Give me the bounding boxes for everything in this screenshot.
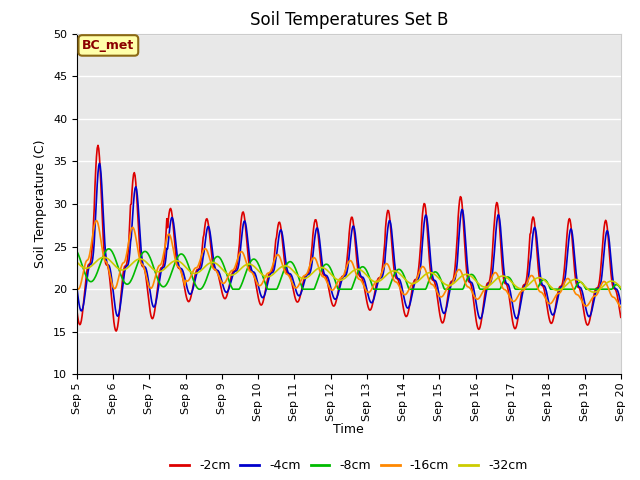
-16cm <box>617 305 625 311</box>
-16cm <box>223 275 231 281</box>
-4cm <box>95 160 103 166</box>
Line: -32cm: -32cm <box>77 257 621 292</box>
-8cm <box>417 286 424 292</box>
-16cm <box>83 258 90 264</box>
Line: -8cm: -8cm <box>77 249 621 289</box>
-4cm <box>476 316 484 322</box>
-4cm <box>83 278 90 284</box>
-2cm <box>94 143 102 148</box>
-32cm <box>589 289 597 295</box>
-8cm <box>105 246 113 252</box>
Line: -2cm: -2cm <box>77 145 621 331</box>
-32cm <box>223 271 231 277</box>
-2cm <box>417 247 424 252</box>
-4cm <box>195 267 202 273</box>
-16cm <box>416 268 424 274</box>
Y-axis label: Soil Temperature (C): Soil Temperature (C) <box>35 140 47 268</box>
X-axis label: Time: Time <box>333 423 364 436</box>
-2cm <box>433 287 440 292</box>
Line: -4cm: -4cm <box>77 163 621 319</box>
-16cm <box>73 284 81 290</box>
Title: Soil Temperatures Set B: Soil Temperatures Set B <box>250 11 448 29</box>
-16cm <box>140 263 147 269</box>
-32cm <box>416 277 424 283</box>
-8cm <box>195 286 202 292</box>
-4cm <box>617 301 625 307</box>
Text: BC_met: BC_met <box>82 39 134 52</box>
-2cm <box>112 328 120 334</box>
-2cm <box>224 288 232 294</box>
-32cm <box>140 257 147 263</box>
-32cm <box>617 285 625 290</box>
-32cm <box>195 269 202 275</box>
-4cm <box>223 289 231 295</box>
-2cm <box>196 265 204 271</box>
-8cm <box>224 276 232 281</box>
-2cm <box>73 306 81 312</box>
-2cm <box>617 314 625 320</box>
-8cm <box>617 286 625 292</box>
-32cm <box>73 259 81 265</box>
-2cm <box>83 270 90 276</box>
-2cm <box>140 265 148 271</box>
-8cm <box>73 248 81 254</box>
Line: -16cm: -16cm <box>77 220 621 308</box>
-8cm <box>83 275 90 280</box>
-4cm <box>416 271 424 277</box>
-32cm <box>100 254 108 260</box>
-16cm <box>195 262 202 267</box>
-16cm <box>431 286 439 291</box>
-8cm <box>433 269 440 275</box>
-32cm <box>431 272 439 278</box>
-8cm <box>140 249 147 255</box>
-16cm <box>93 217 100 223</box>
Legend: -2cm, -4cm, -8cm, -16cm, -32cm: -2cm, -4cm, -8cm, -16cm, -32cm <box>165 454 532 477</box>
-8cm <box>196 286 204 292</box>
-32cm <box>83 265 90 271</box>
-4cm <box>140 263 147 268</box>
-4cm <box>431 278 439 284</box>
-4cm <box>73 284 81 290</box>
